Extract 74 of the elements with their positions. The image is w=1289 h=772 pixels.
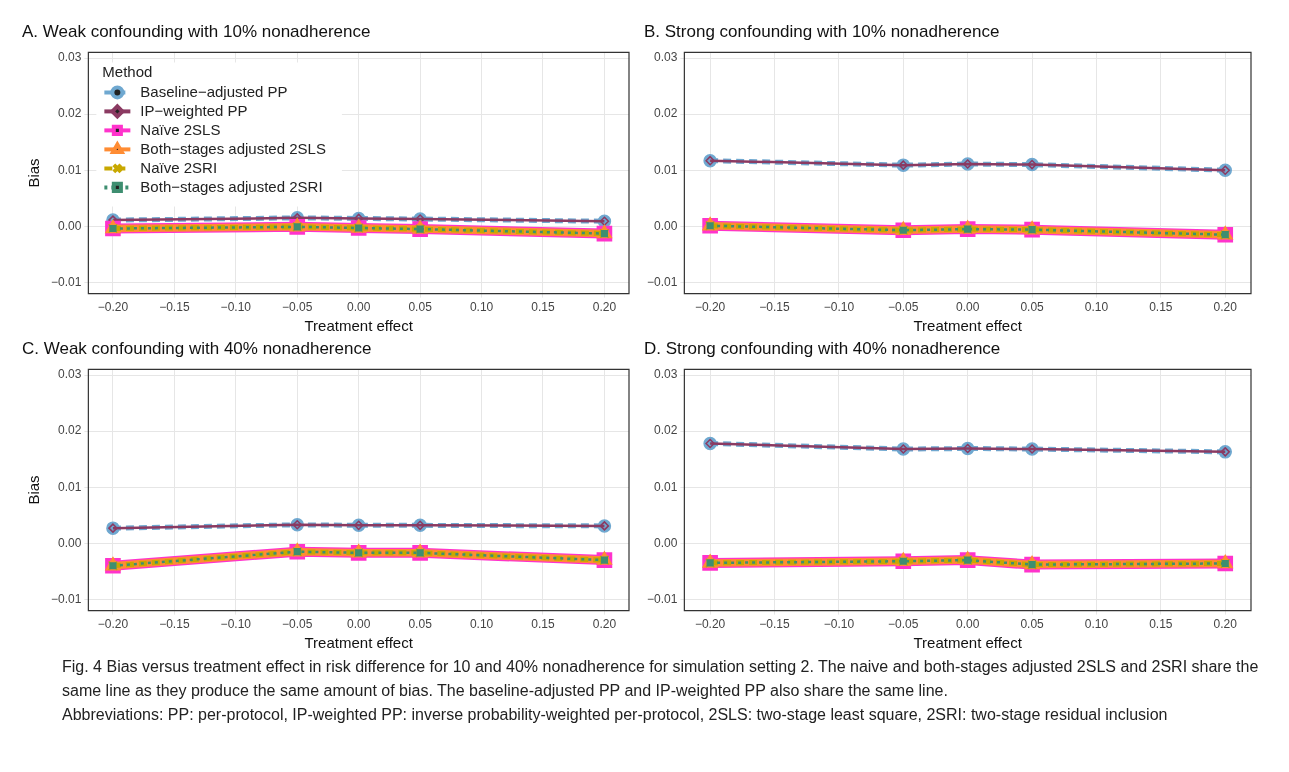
y-tick-label: −0.01 bbox=[646, 591, 678, 606]
x-tick-label: 0.10 bbox=[469, 300, 494, 315]
y-tick-label: 0.02 bbox=[58, 106, 82, 121]
x-tick-label: 0.00 bbox=[956, 300, 980, 315]
x-tick-label: 0.20 bbox=[592, 300, 617, 315]
y-tick-label: −0.01 bbox=[50, 274, 82, 289]
x-axis-title: Treatment effect bbox=[304, 317, 414, 335]
x-tick-label: 0.20 bbox=[1213, 300, 1238, 315]
x-tick-label: −0.15 bbox=[759, 617, 791, 632]
chart-title: D. Strong confounding with 40% nonadherence bbox=[644, 338, 1001, 358]
x-tick-label: 0.10 bbox=[1084, 617, 1109, 632]
y-tick-label: 0.03 bbox=[654, 50, 678, 65]
x-tick-label: 0.05 bbox=[1020, 617, 1045, 632]
caption: Fig. 4 Bias versus treatment effect in risk difference for 10 and 40% nonadherence for simulation setting 2. The naive and both-stages adjusted 2SLS and 2SRI share the same line as they produce the same amount of bias. The baseline-adjusted PP and IP-weighted PP also share the same line. Abbreviations: PP: per-protocol, IP-weighted PP: inverse probability-weighted per-protocol, 2SLS: two-stage least square, 2SRI: two-stage residual inclusion bbox=[62, 657, 1260, 725]
x-tick-label: −0.20 bbox=[97, 617, 129, 632]
y-tick-label: 0.00 bbox=[58, 535, 82, 550]
x-tick-label: 0.15 bbox=[531, 617, 555, 632]
x-tick-label: 0.05 bbox=[408, 617, 433, 632]
chart-title: A. Weak confounding with 10% nonadherence bbox=[22, 21, 371, 41]
x-tick-label: −0.10 bbox=[220, 300, 252, 315]
y-tick-label: 0.03 bbox=[58, 50, 82, 65]
x-tick-label: 0.00 bbox=[956, 617, 980, 632]
x-tick-label: −0.15 bbox=[159, 300, 190, 315]
y-tick-label: 0.01 bbox=[654, 479, 678, 494]
x-tick-label: −0.05 bbox=[888, 617, 919, 632]
y-tick-label: 0.02 bbox=[654, 106, 678, 121]
y-tick-label: 0.00 bbox=[654, 535, 678, 550]
x-axis-title: Treatment effect bbox=[913, 317, 1023, 335]
legend-label: Naïve 2SLS bbox=[140, 120, 221, 138]
x-tick-label: 0.00 bbox=[347, 300, 371, 315]
x-tick-label: −0.20 bbox=[97, 300, 129, 315]
x-tick-label: −0.20 bbox=[694, 617, 726, 632]
legend-label: Baseline−adjusted PP bbox=[140, 82, 288, 100]
y-tick-label: 0.02 bbox=[58, 423, 82, 438]
x-tick-label: −0.10 bbox=[823, 300, 855, 315]
x-axis-title: Treatment effect bbox=[304, 634, 414, 652]
y-tick-label: 0.03 bbox=[654, 367, 678, 382]
x-tick-label: 0.00 bbox=[347, 617, 371, 632]
y-tick-label: 0.01 bbox=[654, 162, 678, 177]
chart-title: B. Strong confounding with 10% nonadherence bbox=[644, 21, 1000, 41]
y-tick-label: −0.01 bbox=[50, 591, 82, 606]
y-axis-title: Bias bbox=[25, 158, 43, 188]
x-tick-label: −0.20 bbox=[694, 300, 726, 315]
y-tick-label: 0.02 bbox=[654, 423, 678, 438]
y-tick-label: 0.03 bbox=[58, 367, 82, 382]
x-axis-title: Treatment effect bbox=[913, 634, 1023, 652]
y-tick-label: −0.01 bbox=[646, 274, 678, 289]
chart-title: C. Weak confounding with 40% nonadherence bbox=[22, 338, 372, 358]
x-tick-label: 0.05 bbox=[1020, 300, 1045, 315]
x-tick-label: 0.15 bbox=[1149, 617, 1173, 632]
x-tick-label: −0.15 bbox=[159, 617, 190, 632]
x-tick-label: 0.20 bbox=[592, 617, 617, 632]
x-tick-label: −0.05 bbox=[282, 617, 313, 632]
x-tick-label: 0.15 bbox=[1149, 300, 1173, 315]
x-tick-label: −0.05 bbox=[282, 300, 313, 315]
legend-title: Method bbox=[102, 62, 153, 80]
legend-label: IP−weighted PP bbox=[140, 101, 248, 119]
y-tick-label: 0.00 bbox=[58, 218, 82, 233]
y-axis-title: Bias bbox=[25, 475, 43, 505]
x-tick-label: −0.10 bbox=[220, 617, 252, 632]
legend-label: Naïve 2SRI bbox=[140, 158, 218, 176]
x-tick-label: 0.15 bbox=[531, 300, 555, 315]
x-tick-label: 0.10 bbox=[1084, 300, 1109, 315]
x-tick-label: −0.15 bbox=[759, 300, 791, 315]
legend-label: Both−stages adjusted 2SLS bbox=[140, 139, 326, 157]
x-tick-label: 0.20 bbox=[1213, 617, 1238, 632]
y-tick-label: 0.01 bbox=[58, 162, 82, 177]
x-tick-label: −0.05 bbox=[888, 300, 919, 315]
x-tick-label: −0.10 bbox=[823, 617, 855, 632]
y-tick-label: 0.01 bbox=[58, 479, 82, 494]
legend-label: Both−stages adjusted 2SRI bbox=[140, 177, 323, 195]
x-tick-label: 0.05 bbox=[408, 300, 433, 315]
y-tick-label: 0.00 bbox=[654, 218, 678, 233]
x-tick-label: 0.10 bbox=[469, 617, 494, 632]
